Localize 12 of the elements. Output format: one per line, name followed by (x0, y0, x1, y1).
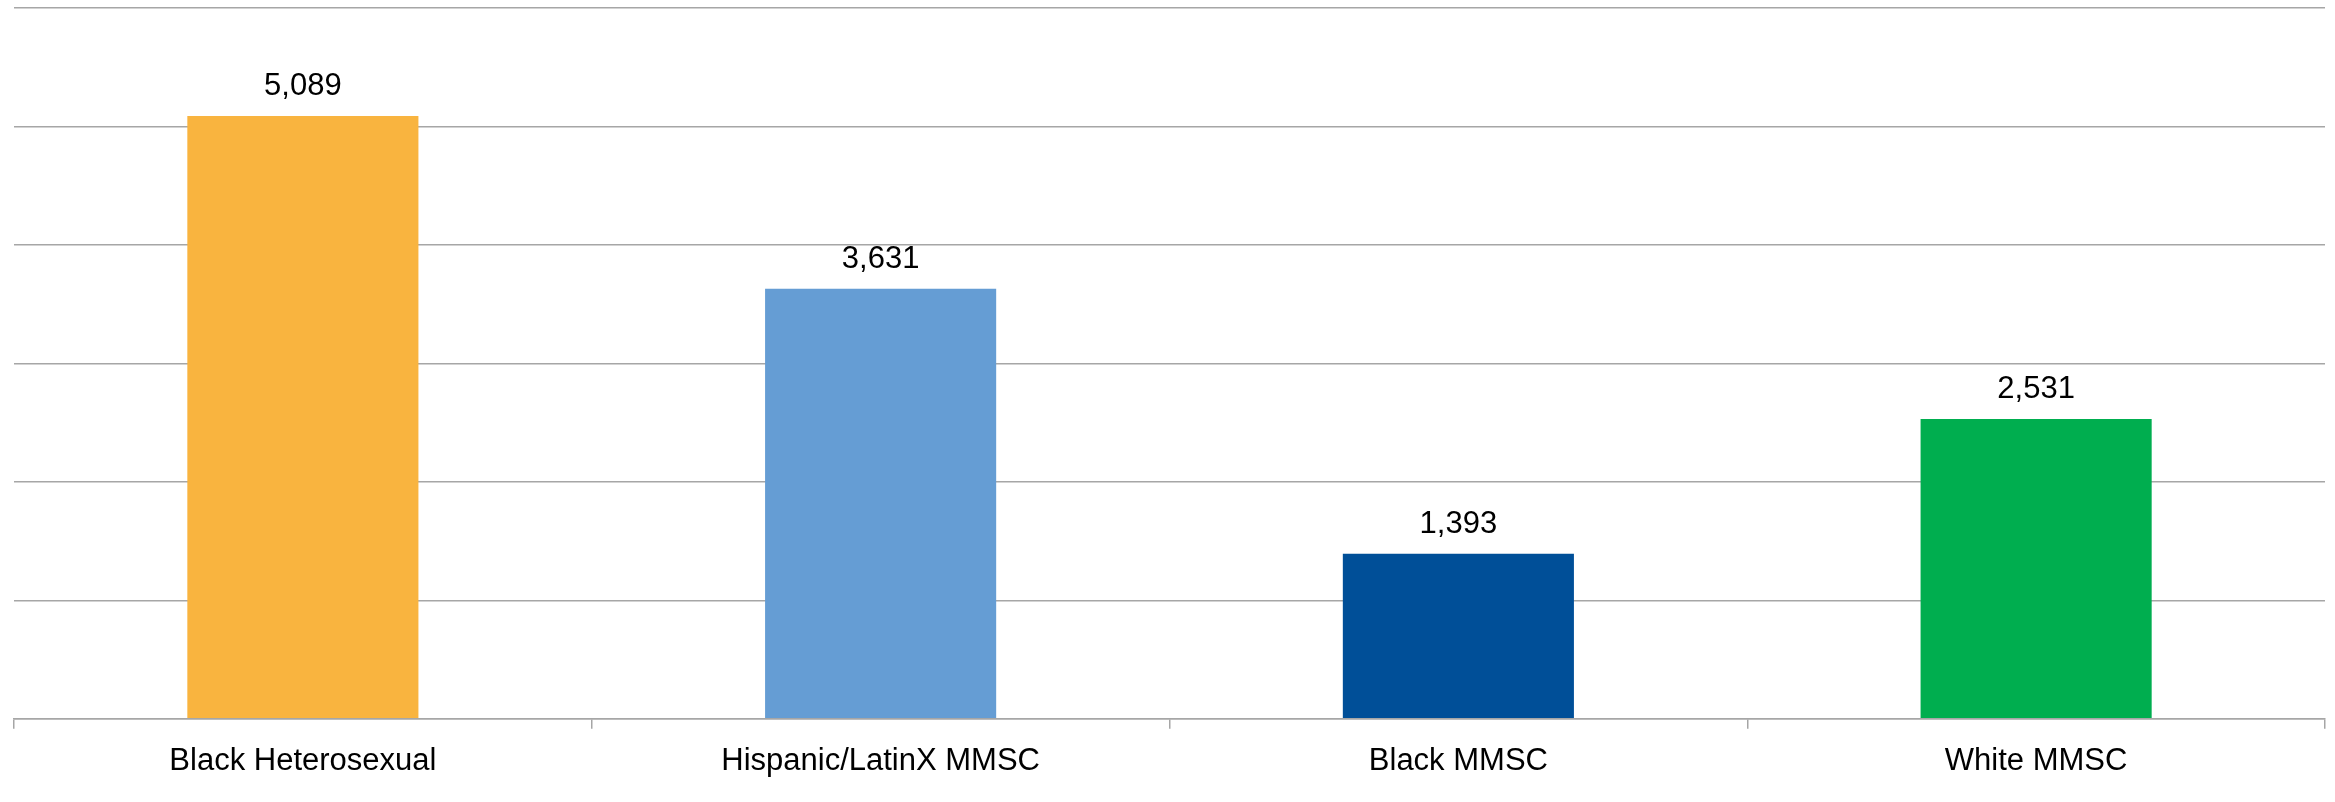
bar (1342, 553, 1574, 719)
x-tick-label: White MMSC (1944, 741, 2128, 777)
data-label: 1,393 (1419, 504, 1498, 540)
x-tick-label: Hispanic/LatinX MMSC (721, 741, 1040, 777)
data-label: 2,531 (1997, 370, 2075, 406)
bar (1920, 418, 2152, 719)
data-label: 3,631 (841, 239, 920, 275)
x-tick-label: Black Heterosexual (169, 741, 437, 777)
data-label: 5,089 (264, 66, 342, 102)
bar (765, 288, 997, 719)
bar (187, 115, 419, 719)
x-tick-label: Black MMSC (1368, 741, 1548, 777)
